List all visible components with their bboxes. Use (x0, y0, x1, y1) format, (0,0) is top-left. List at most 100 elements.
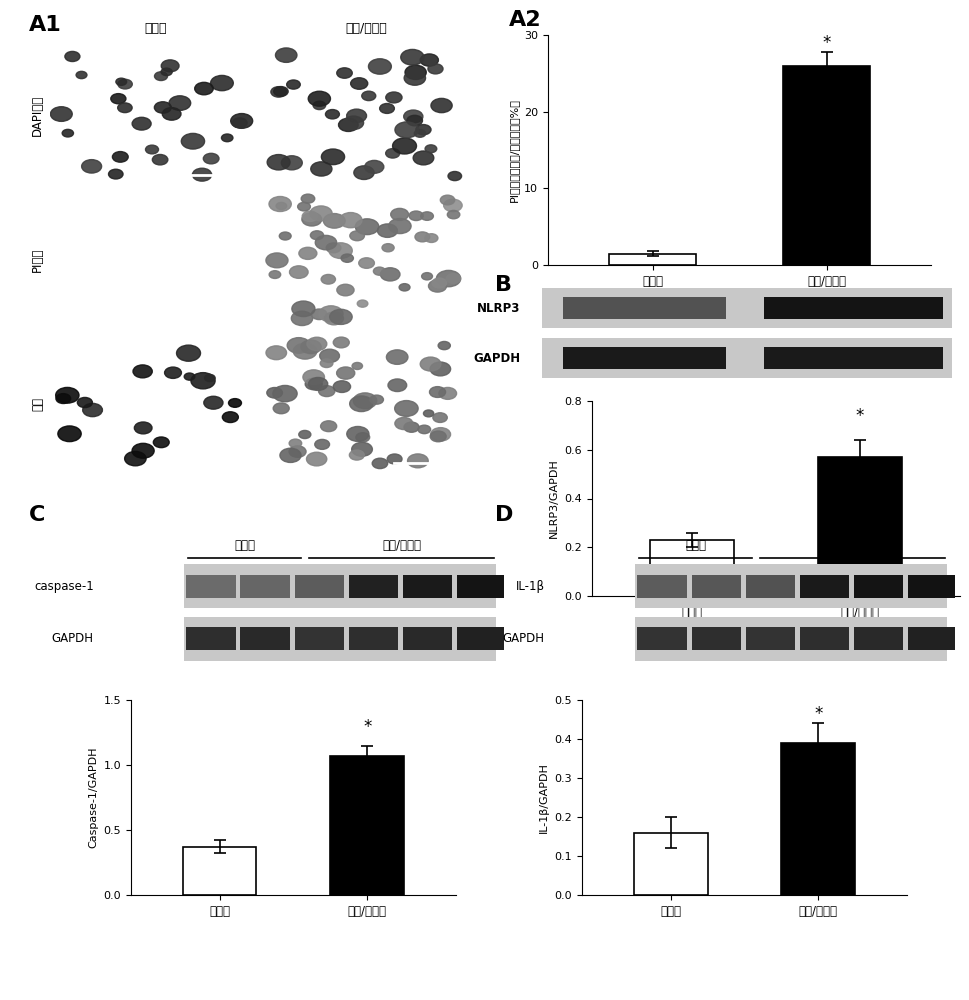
Text: *: * (822, 34, 830, 52)
Circle shape (354, 166, 374, 179)
Circle shape (162, 108, 181, 120)
Circle shape (349, 450, 364, 460)
Text: IL-1β: IL-1β (516, 580, 545, 593)
Circle shape (356, 433, 369, 442)
Circle shape (76, 71, 87, 79)
Circle shape (427, 64, 443, 74)
Circle shape (298, 247, 317, 259)
Circle shape (310, 206, 331, 221)
Text: 缺氧/复氧组: 缺氧/复氧组 (345, 22, 388, 35)
Circle shape (350, 78, 367, 89)
Circle shape (204, 374, 215, 382)
Circle shape (287, 338, 310, 353)
Circle shape (81, 160, 102, 173)
Circle shape (115, 78, 127, 85)
Circle shape (328, 243, 352, 258)
Text: GAPDH: GAPDH (502, 632, 545, 645)
Circle shape (281, 156, 302, 170)
Text: PI染色: PI染色 (31, 247, 44, 272)
Circle shape (231, 114, 252, 128)
Circle shape (364, 160, 384, 173)
Circle shape (319, 306, 343, 322)
Bar (745, 627, 794, 650)
Circle shape (353, 393, 376, 409)
Circle shape (394, 122, 419, 138)
Bar (542, 338, 951, 378)
Circle shape (203, 396, 223, 409)
Circle shape (407, 454, 427, 468)
Y-axis label: PI染色阳性细胞/细胞总数（%）: PI染色阳性细胞/细胞总数（%） (508, 98, 518, 202)
Circle shape (308, 377, 328, 390)
Bar (635, 617, 947, 661)
Circle shape (184, 373, 195, 380)
Circle shape (368, 59, 391, 74)
Circle shape (352, 362, 362, 369)
Circle shape (55, 387, 78, 403)
Circle shape (117, 103, 132, 113)
Circle shape (273, 403, 289, 414)
Circle shape (233, 118, 247, 128)
Circle shape (62, 129, 74, 137)
Circle shape (430, 98, 452, 113)
Bar (184, 564, 496, 608)
Circle shape (447, 210, 459, 219)
Circle shape (438, 341, 450, 350)
Circle shape (429, 387, 445, 397)
Circle shape (389, 218, 411, 234)
Circle shape (275, 48, 297, 62)
Circle shape (429, 362, 451, 376)
Text: *: * (362, 718, 371, 736)
Bar (691, 575, 740, 598)
Bar (348, 575, 397, 598)
Circle shape (112, 152, 128, 162)
Circle shape (321, 274, 335, 284)
Circle shape (291, 311, 312, 326)
Bar (853, 627, 902, 650)
Circle shape (118, 79, 132, 89)
Circle shape (387, 454, 401, 464)
Circle shape (405, 65, 425, 79)
Bar (184, 617, 496, 661)
Circle shape (293, 343, 317, 359)
Y-axis label: Caspase-1/GAPDH: Caspase-1/GAPDH (88, 747, 98, 848)
Circle shape (320, 359, 332, 368)
Circle shape (438, 387, 456, 399)
Circle shape (430, 428, 451, 441)
Circle shape (318, 386, 334, 397)
Circle shape (161, 68, 172, 76)
Circle shape (313, 101, 326, 110)
Bar (609, 253, 696, 265)
Circle shape (191, 373, 215, 389)
Circle shape (132, 443, 154, 458)
Bar (635, 564, 947, 608)
Circle shape (192, 168, 211, 181)
Bar (240, 627, 290, 650)
Bar (764, 297, 942, 319)
Bar (563, 347, 725, 369)
Circle shape (382, 244, 393, 252)
Circle shape (321, 149, 344, 165)
Bar (853, 575, 902, 598)
Circle shape (323, 214, 345, 228)
Circle shape (268, 271, 280, 278)
Circle shape (300, 340, 321, 354)
Bar (330, 756, 404, 895)
Circle shape (109, 169, 123, 179)
Bar (240, 575, 290, 598)
Circle shape (134, 422, 152, 434)
Circle shape (352, 442, 372, 456)
Bar (402, 575, 452, 598)
Circle shape (280, 448, 300, 462)
Text: A1: A1 (29, 15, 62, 35)
Bar (745, 575, 794, 598)
Text: GAPDH: GAPDH (51, 632, 94, 645)
Circle shape (386, 92, 401, 103)
Circle shape (329, 309, 352, 324)
Circle shape (176, 345, 201, 361)
Circle shape (266, 388, 282, 398)
Circle shape (339, 213, 361, 228)
Circle shape (431, 278, 447, 288)
Circle shape (222, 412, 238, 423)
Circle shape (308, 91, 330, 106)
Circle shape (125, 451, 146, 466)
